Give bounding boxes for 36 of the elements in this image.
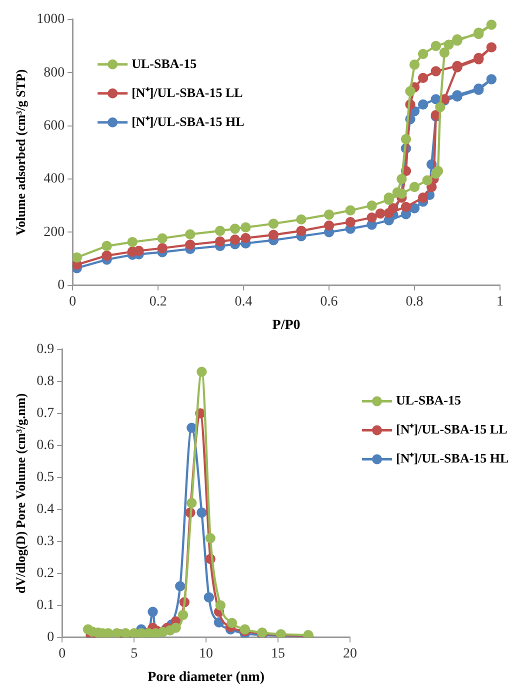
y-tick-label: 600 [44, 118, 65, 134]
legend-label: UL-SBA-15 [132, 56, 198, 71]
y-tick-label: 0 [58, 278, 65, 294]
x-tick-label: 20 [343, 646, 357, 662]
y-tick-label: 0.7 [36, 406, 54, 422]
y-tick-label: 0.1 [36, 598, 54, 614]
y-tick-label: 400 [44, 172, 65, 187]
x-tick-label: 0 [69, 294, 76, 310]
y-tick-label: 1000 [36, 12, 65, 28]
x-tick-label: 0.8 [406, 294, 424, 310]
x-tick-label: 0.4 [234, 294, 252, 310]
y-tick-label: 200 [44, 224, 65, 240]
y-tick-label: 0.2 [36, 566, 54, 582]
y-tick-label: 0.4 [36, 502, 54, 518]
y-tick-label: 0.9 [36, 342, 54, 358]
legend-label: [N⁺]/UL-SBA-15 LL [396, 422, 508, 437]
y-tick-label: 0.5 [36, 470, 54, 486]
x-tick-label: 10 [199, 646, 214, 662]
x-axis-title: Pore diameter (nm) [148, 670, 265, 686]
legend-label: [N⁺]/UL-SBA-15 HL [396, 450, 510, 466]
x-tick-label: 5 [130, 646, 138, 662]
x-tick-label: 15 [271, 646, 286, 662]
y-tick-label: 0.8 [36, 374, 54, 390]
y-axis-title: Volume adsorbed (cm³/g STP) [13, 69, 28, 236]
x-tick-label: 1 [496, 294, 504, 310]
y-tick-label: 800 [44, 65, 65, 80]
x-tick-label: 0.2 [149, 294, 167, 310]
y-tick-label: 0 [47, 630, 54, 646]
legend-label: [N⁺]/UL-SBA-15 HL [132, 114, 245, 129]
y-axis-title: dV/dlog(D) Pore Volume (cm³/g.nm) [13, 393, 28, 594]
y-tick-label: 0.6 [36, 438, 54, 454]
x-axis-title: P/P0 [272, 318, 300, 334]
legend-label: UL-SBA-15 [396, 392, 462, 408]
x-tick-label: 0.6 [320, 294, 338, 310]
legend-label: [N⁺]/UL-SBA-15 LL [132, 84, 244, 100]
y-tick-label: 0.3 [36, 534, 54, 550]
